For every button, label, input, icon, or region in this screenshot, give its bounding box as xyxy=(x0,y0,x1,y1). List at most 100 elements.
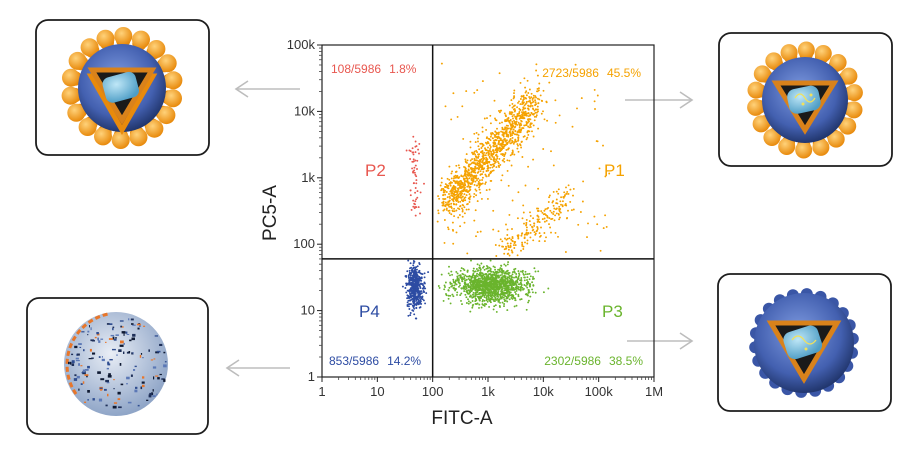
p3-percent: 38.5% xyxy=(609,354,643,368)
data-point-p1 xyxy=(493,156,495,159)
data-point-p3 xyxy=(507,290,510,293)
data-point-p1 xyxy=(464,169,467,172)
speckle xyxy=(128,351,131,354)
data-point-p1 xyxy=(498,111,501,114)
data-point-p1 xyxy=(484,181,487,184)
data-point-p1 xyxy=(512,117,514,120)
data-point-p4 xyxy=(412,266,415,269)
data-point-p3 xyxy=(493,300,496,303)
data-point-p3 xyxy=(521,286,524,289)
data-point-p3 xyxy=(456,272,459,275)
data-point-p1 xyxy=(513,92,515,95)
arrow-to-p3 xyxy=(627,332,694,350)
arrow-to-p4 xyxy=(225,359,290,377)
data-point-p3 xyxy=(519,288,522,291)
data-point-p3 xyxy=(486,300,489,303)
data-point-p1 xyxy=(567,184,570,187)
data-point-p3 xyxy=(464,293,467,296)
data-point-p1 xyxy=(503,145,506,148)
data-point-p3 xyxy=(460,267,463,270)
data-point-p3 xyxy=(519,281,522,284)
data-point-p3 xyxy=(517,275,520,278)
data-point-p1 xyxy=(557,235,559,238)
data-point-p1 xyxy=(548,223,550,226)
data-point-p1 xyxy=(487,160,490,163)
data-point-p3 xyxy=(490,298,493,301)
speckle xyxy=(142,384,145,388)
data-point-p1 xyxy=(447,228,450,231)
data-point-p3 xyxy=(486,267,489,270)
data-point-p1 xyxy=(500,147,503,150)
data-point-p3 xyxy=(513,276,515,279)
data-point-p1 xyxy=(523,222,525,225)
data-point-p1 xyxy=(519,124,522,127)
data-point-p1 xyxy=(528,130,531,133)
data-point-p3 xyxy=(481,300,484,303)
data-point-p3 xyxy=(517,277,520,280)
data-point-p4 xyxy=(421,298,424,301)
data-point-p1 xyxy=(506,228,509,231)
data-point-p1 xyxy=(502,159,504,162)
speckle xyxy=(78,363,80,366)
data-point-p4 xyxy=(409,312,412,314)
data-point-p1 xyxy=(519,114,522,117)
data-point-p1 xyxy=(505,139,508,142)
spike-head xyxy=(164,71,183,90)
data-point-p1 xyxy=(497,109,500,112)
data-point-p1 xyxy=(458,180,461,183)
data-point-p1 xyxy=(489,114,492,117)
spike-head xyxy=(164,89,182,108)
data-point-p1 xyxy=(460,193,463,196)
data-point-p1 xyxy=(530,96,533,99)
data-point-p1 xyxy=(503,155,506,158)
data-point-p3 xyxy=(471,300,474,302)
data-point-p3 xyxy=(492,290,495,293)
data-point-p1 xyxy=(560,196,563,199)
y-tick-label: 100k xyxy=(287,37,316,52)
data-point-p3 xyxy=(505,281,508,284)
data-point-p4 xyxy=(417,289,420,292)
data-point-p1 xyxy=(523,124,526,127)
data-point-p3 xyxy=(517,270,520,273)
data-point-p3 xyxy=(506,300,509,303)
data-point-p1 xyxy=(512,124,514,127)
data-point-p1 xyxy=(511,136,514,139)
data-point-p2 xyxy=(405,149,408,152)
data-point-p1 xyxy=(561,200,564,203)
data-point-p1 xyxy=(517,191,520,194)
speckle xyxy=(107,361,110,365)
data-point-p3 xyxy=(529,275,532,278)
data-point-p1 xyxy=(459,225,462,228)
data-point-p4 xyxy=(418,302,421,305)
data-point-p4 xyxy=(420,283,423,286)
speckle xyxy=(126,334,130,335)
data-point-p2 xyxy=(414,200,417,203)
data-point-p3 xyxy=(506,309,509,312)
data-point-p1 xyxy=(464,170,467,173)
data-point-p1 xyxy=(495,144,498,147)
p4-label: P4 xyxy=(359,302,380,321)
data-point-p1 xyxy=(478,182,481,185)
data-point-p1 xyxy=(446,186,449,189)
data-point-p1 xyxy=(462,190,465,193)
data-point-p1 xyxy=(450,118,453,121)
data-point-p3 xyxy=(489,283,492,286)
data-point-p1 xyxy=(519,81,522,84)
data-point-p1 xyxy=(484,182,487,185)
speckle xyxy=(136,323,141,326)
data-point-p1 xyxy=(511,236,514,238)
data-point-p1 xyxy=(442,200,445,203)
speckle xyxy=(115,337,117,339)
data-point-p3 xyxy=(483,291,486,294)
data-point-p1 xyxy=(525,226,528,229)
data-point-p1 xyxy=(485,128,488,131)
data-point-p1 xyxy=(511,149,514,152)
data-point-p2 xyxy=(413,166,416,169)
data-point-p3 xyxy=(486,291,489,294)
data-point-p3 xyxy=(496,297,499,300)
data-point-p1 xyxy=(494,130,497,133)
data-point-p1 xyxy=(522,106,525,109)
data-point-p4 xyxy=(414,293,417,295)
data-point-p1 xyxy=(485,170,488,173)
data-point-p1 xyxy=(542,148,545,150)
